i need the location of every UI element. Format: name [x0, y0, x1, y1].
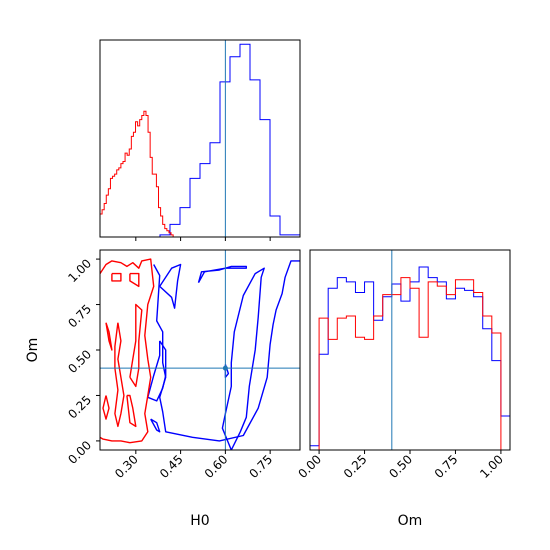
- blue-contour-4: [147, 340, 167, 402]
- red-h0-histogram: [100, 110, 176, 237]
- x-axis-label-h0: H0: [190, 513, 209, 529]
- om-tick-label: 0.75: [65, 302, 94, 331]
- red-contour-1: [100, 258, 155, 444]
- joint-truth-point: [222, 365, 228, 371]
- h0-tick-label: 0.45: [157, 452, 186, 481]
- h0-hist-series: [100, 40, 300, 237]
- blue-contour-1: [197, 265, 248, 284]
- om-marginal-tick-label: 0.25: [341, 452, 370, 481]
- h0-panel-frame: [99, 39, 301, 238]
- h0-tick-label: 0.30: [112, 452, 141, 481]
- om-tick-label: 0.50: [65, 347, 94, 376]
- x-axis-label-om: Om: [398, 513, 423, 529]
- joint-contour-series: [100, 250, 300, 450]
- blue-contour-5: [150, 418, 161, 433]
- om-tick-label: 0.00: [65, 438, 94, 467]
- om-hist-series: [310, 250, 510, 450]
- om-tick-label: 1.00: [65, 256, 94, 285]
- red-contour-6: [105, 322, 113, 351]
- blue-contour-7: [221, 267, 265, 450]
- h0-tick-label: 0.75: [246, 452, 275, 481]
- red-om-histogram: [310, 277, 510, 450]
- red-contour-3: [111, 272, 122, 282]
- om-tick-label: 0.25: [65, 393, 94, 422]
- h0-om-joint-panel: [99, 249, 301, 451]
- red-contour-5: [126, 394, 137, 428]
- om-marginal-tick-label: 0.50: [386, 452, 415, 481]
- red-contour-4: [129, 303, 143, 388]
- h0-marginal-panel: [99, 39, 301, 238]
- om-marginal-tick-label: 1.00: [477, 452, 506, 481]
- om-marginal-panel: [309, 249, 511, 451]
- y-axis-label-om: Om: [25, 338, 41, 363]
- om-marginal-tick-label: 0.75: [432, 452, 461, 481]
- h0-tick-label: 0.60: [202, 452, 231, 481]
- blue-contour-2: [153, 260, 300, 442]
- red-contour-8: [102, 395, 110, 420]
- blue-om-histogram: [310, 266, 510, 450]
- blue-h0-histogram: [100, 43, 300, 237]
- red-contour-2: [129, 272, 140, 288]
- om-marginal-tick-label: 0.00: [295, 452, 324, 481]
- blue-contour-3: [159, 263, 182, 309]
- red-contour-7: [114, 322, 125, 428]
